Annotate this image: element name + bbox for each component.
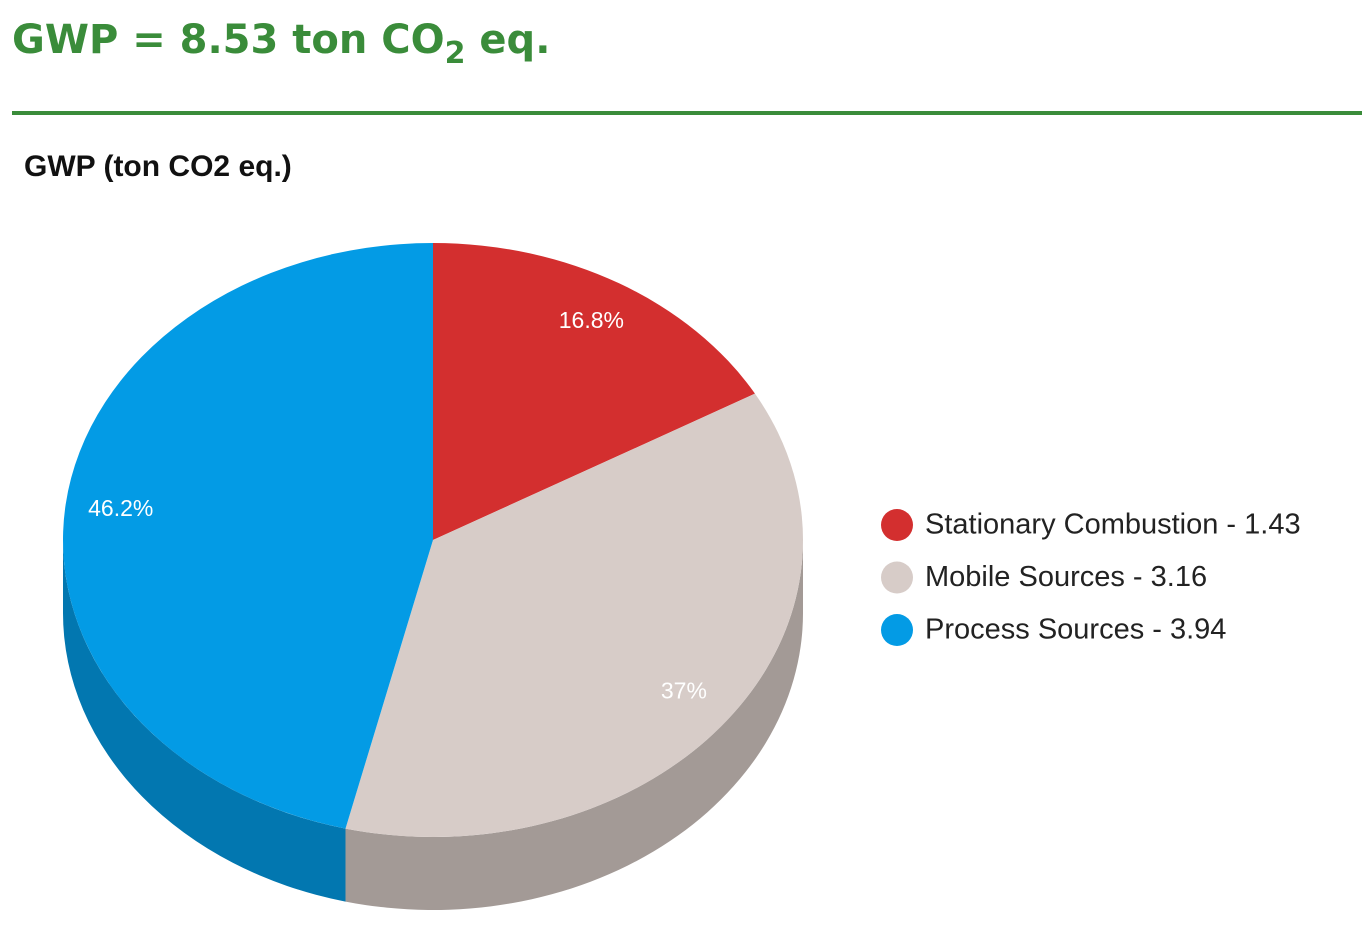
header-title-part: eq. — [466, 17, 551, 63]
pie: 16.8% 37% 46.2% — [62, 242, 804, 911]
legend-swatch — [881, 509, 913, 541]
legend-label: Process Sources - 3.94 — [925, 614, 1226, 646]
chart-title: GWP (ton CO2 eq.) — [24, 150, 292, 183]
slice-label: 37% — [661, 677, 707, 703]
pie-side — [63, 540, 346, 902]
pie-slice — [433, 243, 755, 540]
pie-side — [345, 540, 804, 911]
slice-label: 46.2% — [88, 495, 153, 521]
slice-label: 16.8% — [559, 307, 624, 333]
pie-slice — [62, 242, 433, 829]
legend-label: Stationary Combustion - 1.43 — [925, 509, 1301, 541]
header-title: GWP = 8.53 ton CO2 eq. — [12, 17, 550, 71]
legend-label: Mobile Sources - 3.16 — [925, 561, 1207, 593]
header-title-part: GWP = 8.53 ton CO — [12, 17, 445, 63]
pie-slice — [345, 393, 803, 838]
legend-swatch — [881, 614, 913, 646]
legend: Stationary Combustion - 1.43 Mobile Sourc… — [881, 509, 1301, 646]
legend-swatch — [881, 561, 913, 594]
header-title-subscript: 2 — [445, 36, 466, 71]
